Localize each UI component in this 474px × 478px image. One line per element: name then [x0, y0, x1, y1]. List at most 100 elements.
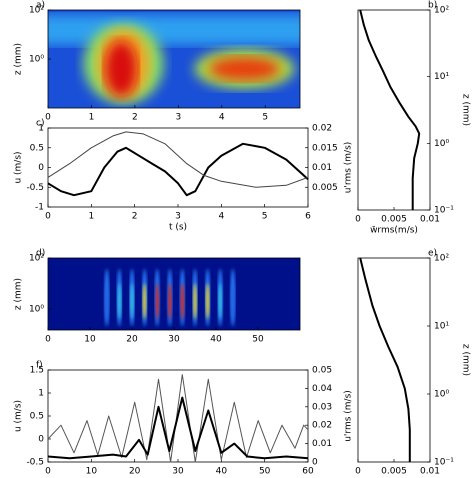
- y-tick-label: 0: [38, 163, 44, 173]
- y-tick-label: 1.5: [30, 366, 44, 376]
- x-tick-label: 0: [45, 113, 51, 123]
- y2-tick-label: 0.02: [312, 421, 332, 431]
- y-tick-label: 1: [38, 389, 44, 399]
- data-line: [359, 9, 421, 210]
- y-tick-label: 10²: [434, 254, 449, 264]
- panel-label: e): [428, 249, 437, 259]
- x-tick-label: 30: [168, 335, 180, 345]
- x-tick-label: 30: [172, 467, 184, 475]
- x-axis-label: w̄rms(m/s): [370, 226, 418, 236]
- x-tick-label: 40: [210, 335, 222, 345]
- y-tick-label: 0.5: [30, 412, 44, 422]
- plot-frame: [47, 127, 309, 208]
- heatmap-blob: [105, 40, 138, 97]
- x-tick-label: 0.01: [420, 215, 440, 225]
- heatmap-streak: [205, 283, 210, 320]
- x-tick-label: 2: [132, 113, 138, 123]
- y-tick-label: 0: [38, 435, 44, 445]
- y-tick-label: 10²: [434, 6, 449, 16]
- y2-tick-label: 0.01: [312, 163, 332, 173]
- x-tick-label: 0: [45, 212, 51, 222]
- x-tick-label: 6: [305, 212, 311, 222]
- y-tick-label: 10¹: [434, 72, 449, 82]
- x-tick-label: 0: [355, 215, 361, 225]
- y2-tick-label: 0.005: [312, 183, 338, 193]
- y-tick-label: 10⁰: [434, 139, 449, 149]
- y-tick-label: 10⁰: [29, 55, 44, 65]
- x-tick-label: 0: [355, 467, 361, 475]
- x-tick-label: 0.005: [381, 467, 407, 475]
- x-tick-label: 50: [259, 467, 271, 475]
- y-axis-label: u (m/s): [14, 400, 24, 432]
- heatmap-streak: [193, 283, 197, 320]
- data-line: [47, 396, 309, 460]
- y-tick-label: 10⁰: [29, 304, 44, 314]
- y-axis-label: z (mm): [461, 94, 471, 126]
- x-tick-label: 5: [262, 212, 268, 222]
- x-tick-label: 0: [45, 467, 51, 475]
- x-tick-label: 50: [252, 335, 264, 345]
- y2-tick-label: 0.03: [312, 402, 332, 412]
- y-tick-label: 10⁻¹: [434, 206, 454, 216]
- data-line: [47, 131, 309, 188]
- heatmap-streak: [130, 283, 134, 320]
- y-tick-label: 10²: [29, 6, 44, 16]
- y-tick-label: -0.5: [26, 183, 44, 193]
- heatmap: [48, 10, 300, 108]
- y-tick-label: 0.5: [30, 143, 44, 153]
- x-tick-label: 10: [84, 335, 96, 345]
- data-line: [47, 374, 309, 463]
- heatmap-streak: [180, 283, 185, 320]
- heatmap-streak: [218, 283, 222, 320]
- heatmap-band: [48, 15, 300, 45]
- panel-label: f): [36, 361, 43, 371]
- heatmap: [48, 258, 300, 330]
- y2-tick-label: 0: [312, 458, 318, 468]
- y2-axis-label: u'rms (m/s): [344, 142, 354, 194]
- panel-label: c): [36, 119, 44, 129]
- data-line: [47, 142, 309, 197]
- x-tick-label: 20: [126, 335, 138, 345]
- y-tick-label: 1: [38, 124, 44, 134]
- y-tick-label: 10⁻¹: [434, 458, 454, 468]
- panel-label: a): [36, 1, 45, 11]
- x-axis-label: t (s): [169, 223, 187, 233]
- x-tick-label: 0: [45, 335, 51, 345]
- x-tick-label: 20: [129, 467, 141, 475]
- y-tick-label: 10¹: [434, 322, 449, 332]
- x-tick-label: 60: [302, 467, 314, 475]
- heatmap-streak: [155, 283, 159, 320]
- y-tick-label: 10²: [29, 254, 44, 264]
- y2-axis-label: u'rms (m/s): [344, 390, 354, 442]
- heatmap-streak: [142, 283, 147, 320]
- panel-label: d): [36, 249, 45, 259]
- x-tick-label: 3: [175, 113, 181, 123]
- y-axis-label: z (mm): [14, 43, 24, 75]
- x-tick-label: 1: [88, 212, 94, 222]
- heatmap-blob: [208, 56, 281, 81]
- y2-tick-label: 0.015: [312, 143, 338, 153]
- heatmap-streak: [117, 283, 122, 320]
- x-tick-label: 2: [132, 212, 138, 222]
- y-tick-label: -0.5: [26, 458, 44, 468]
- x-tick-label: 10: [86, 467, 98, 475]
- x-tick-label: 4: [218, 212, 224, 222]
- y2-tick-label: 0.02: [312, 124, 332, 134]
- x-tick-label: 40: [216, 467, 228, 475]
- y2-tick-label: 0.04: [312, 384, 332, 394]
- x-tick-label: 5: [262, 113, 268, 123]
- heatmap-streak: [105, 283, 109, 320]
- x-tick-label: 0.01: [420, 467, 440, 475]
- y2-tick-label: 0.05: [312, 366, 332, 376]
- x-tick-label: 1: [89, 113, 95, 123]
- heatmap-bg: [48, 258, 300, 330]
- x-tick-label: 0.005: [381, 215, 407, 225]
- heatmap-streak: [168, 283, 172, 320]
- y-axis-label: u (m/s): [14, 151, 24, 183]
- heatmap-streak: [231, 283, 235, 320]
- y-tick-label: -1: [35, 203, 44, 213]
- data-line: [359, 257, 411, 462]
- x-tick-label: 3: [175, 212, 181, 222]
- x-tick-label: 4: [219, 113, 225, 123]
